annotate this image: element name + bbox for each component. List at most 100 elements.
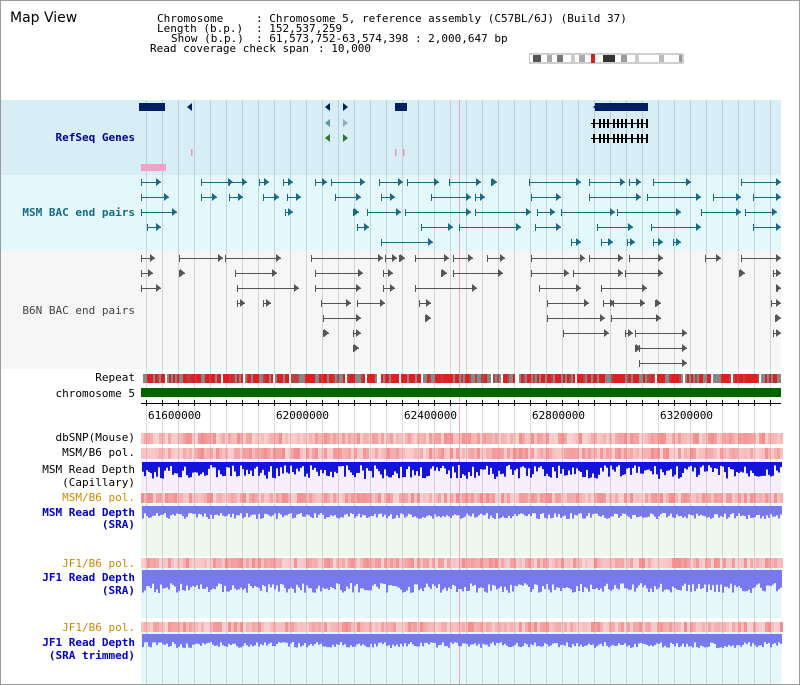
chromosome-ideogram[interactable] [529, 53, 685, 65]
dbsnp-density [765, 433, 768, 444]
jf1-sra-depth-bar [572, 570, 574, 593]
msm-pol-density [291, 448, 294, 459]
capillary-depth-bar [292, 462, 294, 472]
msm-sra-depth-bar [644, 506, 646, 518]
axis-tick-label: 62800000 [532, 409, 585, 422]
jf1-pol-density [552, 558, 555, 568]
msm-sra-depth-bar [390, 506, 392, 515]
msm-pol-density [216, 448, 219, 459]
msm-bac-pair-arrow [550, 208, 555, 216]
track-label-refseq-genes[interactable]: RefSeq Genes [55, 131, 135, 144]
dbsnp-density [213, 433, 216, 444]
capillary-depth-bar [780, 462, 782, 468]
track-label-jf1-b6-pol[interactable]: JF1/B6 pol. [62, 557, 135, 570]
msm-sra-pol-density [507, 493, 510, 503]
jf1-pol-density [267, 558, 270, 568]
msm-sra-depth-bar [564, 506, 566, 516]
repeat-block [707, 374, 709, 383]
jf1-sra-depth-bar [364, 570, 366, 591]
jf1-trimmed-pol-density [396, 622, 399, 632]
dbsnp-density [342, 433, 345, 444]
msm-pol-density [642, 448, 645, 459]
dbsnp-density [747, 433, 750, 444]
jf1-trimmed-pol-density [621, 622, 624, 632]
track-label-msm-depth-capillary[interactable]: MSM Read Depth [42, 463, 135, 476]
track-label-jf1-depth-trimmed[interactable]: JF1 Read Depth [42, 636, 135, 649]
msm-sra-pol-density [528, 493, 531, 503]
repeat-block [293, 374, 295, 383]
jf1-sra-depth-bar [168, 570, 170, 590]
capillary-depth-bar [174, 462, 176, 474]
capillary-depth-bar [216, 462, 218, 478]
dbsnp-density [684, 433, 687, 444]
jf1-sra-depth-bar [514, 570, 516, 586]
capillary-depth-bar [172, 462, 174, 475]
msm-sra-depth-bar [506, 506, 508, 518]
msm-sra-pol-density [150, 493, 153, 503]
capillary-depth-bar [452, 462, 454, 467]
track-label-jf1-depth-trimmed-sub: (SRA trimmed) [48, 649, 135, 662]
track-label-msm-bac[interactable]: MSM BAC end pairs [22, 206, 135, 219]
jf1-trimmed-depth-bar [658, 634, 660, 644]
jf1-trimmed-pol-density [294, 622, 297, 632]
track-label-jf1-b6-pol-trimmed[interactable]: JF1/B6 pol. [62, 621, 135, 634]
jf1-trimmed-pol-density [252, 622, 255, 632]
repeat-block [407, 374, 409, 383]
jf1-sra-depth-bar [578, 570, 580, 591]
msm-sra-pol-density [198, 493, 201, 503]
track-label-b6n-bac[interactable]: B6N BAC end pairs [22, 304, 135, 317]
jf1-pol-density [321, 558, 324, 568]
repeat-block [769, 374, 771, 383]
msm-sra-depth-bar [318, 506, 320, 515]
track-label-msm-depth-capillary-sub: (Capillary) [62, 476, 135, 489]
track-label-repeat[interactable]: Repeat [95, 371, 135, 384]
msm-sra-depth-bar [640, 506, 642, 517]
repeat-block [211, 374, 213, 383]
dbsnp-density [600, 433, 603, 444]
jf1-trimmed-pol-density [432, 622, 435, 632]
msm-bac-pair-arrow [556, 223, 561, 231]
jf1-trimmed-depth-bar [346, 634, 348, 648]
msm-sra-depth-bar [408, 506, 410, 514]
msm-sra-depth-bar [508, 506, 510, 516]
gene-mark [403, 149, 405, 156]
msm-sra-pol-density [516, 493, 519, 503]
dbsnp-density [690, 433, 693, 444]
track-features [139, 103, 783, 648]
msm-sra-pol-density [165, 493, 168, 503]
jf1-trimmed-pol-density [243, 622, 246, 632]
track-label-msm-b6-pol[interactable]: MSM/B6 pol. [62, 446, 135, 459]
track-label-dbsnp[interactable]: dbSNP(Mouse) [55, 431, 135, 444]
msm-sra-depth-bar [672, 506, 674, 518]
msm-sra-pol-density [408, 493, 411, 503]
jf1-trimmed-pol-density [186, 622, 189, 632]
jf1-pol-density [159, 558, 162, 568]
track-label-msm-depth-sra[interactable]: MSM Read Depth [42, 506, 135, 519]
jf1-trimmed-pol-density [633, 622, 636, 632]
dbsnp-density [366, 433, 369, 444]
repeat-block [479, 374, 481, 383]
repeat-block [755, 374, 757, 383]
track-label-msm-b6-pol-sra[interactable]: MSM/B6 pol. [62, 491, 135, 504]
repeat-block [371, 374, 373, 383]
repeat-block [257, 374, 259, 383]
msm-pol-density [693, 448, 696, 459]
capillary-depth-bar [282, 462, 284, 474]
track-label-jf1-depth-sra[interactable]: JF1 Read Depth [42, 571, 135, 584]
repeat-block [353, 374, 355, 383]
msm-pol-density [264, 448, 267, 459]
msm-pol-density [525, 448, 528, 459]
msm-sra-depth-bar [412, 506, 414, 518]
msm-pol-density [321, 448, 324, 459]
jf1-trimmed-depth-bar [296, 634, 298, 648]
repeat-block [445, 374, 447, 383]
msm-sra-depth-bar [252, 506, 254, 515]
gene-feature [595, 103, 648, 111]
jf1-pol-density [708, 558, 711, 568]
jf1-pol-density [495, 558, 498, 568]
repeat-block [335, 374, 337, 383]
track-label-chromosome[interactable]: chromosome 5 [55, 387, 135, 400]
repeat-block [465, 374, 467, 383]
jf1-trimmed-depth-bar [646, 634, 648, 645]
